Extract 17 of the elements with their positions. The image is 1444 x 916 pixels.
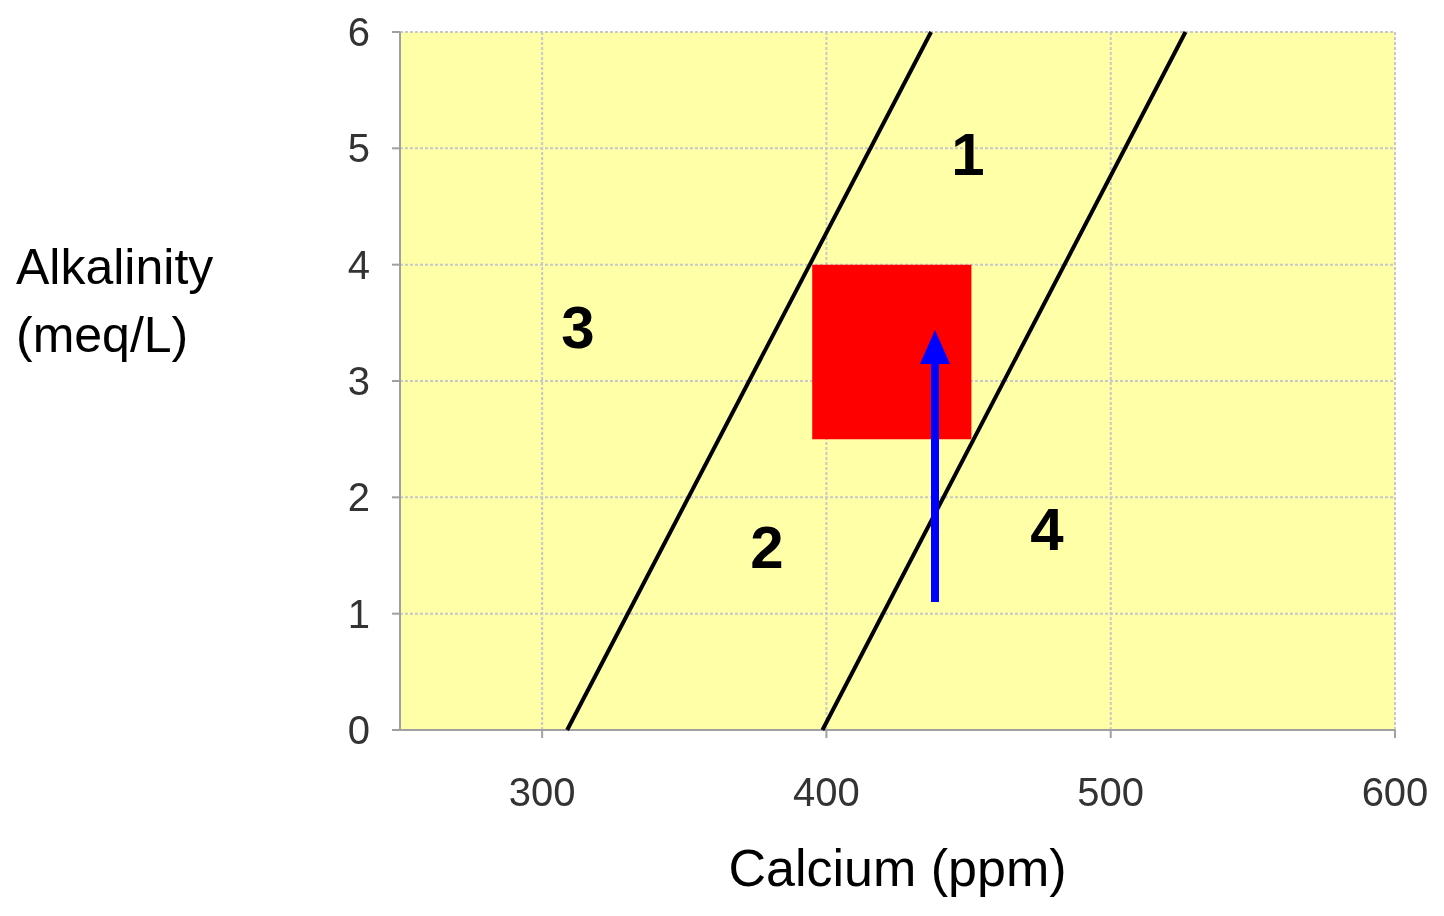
y-tick-label: 5 — [347, 126, 370, 171]
y-tick-label: 1 — [347, 591, 370, 636]
y-tick-label: 3 — [347, 359, 370, 403]
x-tick-label: 600 — [1361, 770, 1429, 814]
x-axis-title: Calcium (ppm) — [728, 839, 1067, 897]
y-tick-label: 2 — [347, 475, 370, 520]
annotation: 4 — [1030, 496, 1065, 563]
annotation: 1 — [951, 121, 985, 188]
annotation: 2 — [750, 514, 784, 581]
x-tick-label: 400 — [793, 770, 860, 814]
y-tick-label: 6 — [347, 10, 370, 54]
y-axis-title: Alkalinity (meq/L) — [16, 239, 214, 363]
y-tick-label: 4 — [347, 242, 370, 287]
x-tick-label: 300 — [508, 770, 576, 814]
annotation: 3 — [561, 294, 595, 361]
x-tick-label: 500 — [1077, 770, 1145, 814]
y-tick-label: 0 — [347, 708, 370, 752]
